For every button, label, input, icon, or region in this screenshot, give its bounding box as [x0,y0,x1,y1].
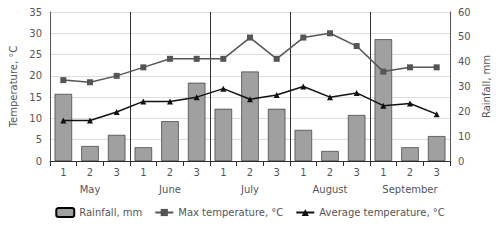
svg-text:2: 2 [327,167,333,178]
svg-text:3: 3 [353,167,359,178]
svg-text:Max temperature, °C: Max temperature, °C [178,207,283,218]
svg-text:15: 15 [29,92,42,103]
svg-text:3: 3 [273,167,279,178]
svg-text:20: 20 [29,70,42,81]
svg-text:September: September [382,184,438,195]
svg-text:30: 30 [458,81,471,92]
svg-text:10: 10 [458,131,471,142]
svg-text:25: 25 [29,49,42,60]
svg-text:2: 2 [407,167,413,178]
svg-text:May: May [80,184,101,195]
svg-text:June: June [158,184,181,195]
svg-text:20: 20 [458,106,471,117]
svg-text:1: 1 [140,167,146,178]
svg-text:Average temperature, °C: Average temperature, °C [319,207,444,218]
svg-text:40: 40 [458,56,471,67]
svg-text:3: 3 [433,167,439,178]
svg-text:0: 0 [458,156,464,167]
svg-text:August: August [313,184,348,195]
svg-text:10: 10 [29,113,42,124]
svg-text:Temperature, °C: Temperature, °C [8,46,19,129]
svg-text:30: 30 [29,28,42,39]
svg-text:1: 1 [220,167,226,178]
svg-text:1: 1 [380,167,386,178]
svg-text:5: 5 [36,134,42,145]
svg-text:2: 2 [247,167,253,178]
svg-text:1: 1 [300,167,306,178]
svg-text:July: July [240,184,259,195]
svg-text:3: 3 [113,167,119,178]
svg-text:2: 2 [167,167,173,178]
svg-text:60: 60 [458,7,471,18]
svg-text:0: 0 [36,156,42,167]
svg-text:1: 1 [60,167,66,178]
svg-text:35: 35 [29,7,42,18]
svg-text:Rainfall, mm: Rainfall, mm [79,207,142,218]
svg-text:50: 50 [458,31,471,42]
svg-text:Rainfall, mm: Rainfall, mm [481,55,492,118]
svg-text:2: 2 [87,167,93,178]
svg-text:3: 3 [193,167,199,178]
